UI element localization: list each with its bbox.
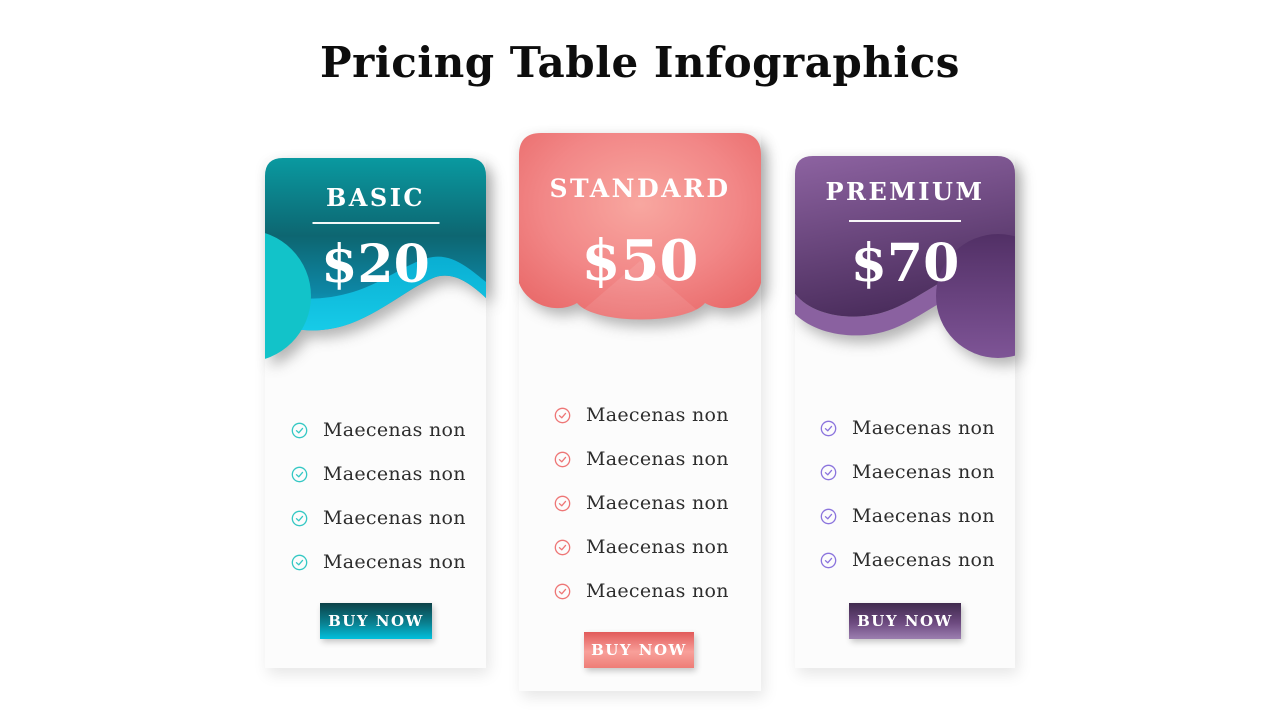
plan-name: BASIC <box>325 183 426 212</box>
check-circle-icon <box>820 508 837 525</box>
feature-item: Maecenas non <box>554 437 796 481</box>
feature-item: Maecenas non <box>554 569 796 613</box>
header-main-shape <box>265 158 486 331</box>
feature-item: Maecenas non <box>554 525 796 569</box>
plan-name: STANDARD <box>549 174 731 203</box>
header-main-shape <box>519 133 761 320</box>
check-circle-icon <box>820 552 837 569</box>
buy-now-button-basic[interactable]: BUY NOW <box>320 603 432 639</box>
feature-label: Maecenas non <box>586 448 729 470</box>
check-circle-icon <box>291 466 308 483</box>
feature-label: Maecenas non <box>586 580 729 602</box>
feature-item: Maecenas non <box>291 496 512 540</box>
feature-label: Maecenas non <box>586 492 729 514</box>
feature-label: Maecenas non <box>852 417 995 439</box>
feature-item: Maecenas non <box>820 494 1040 538</box>
header-mountain-overlay <box>561 261 719 320</box>
header-wave-graphic-standard <box>519 133 761 320</box>
header-main-shape <box>795 156 1015 317</box>
feature-label: Maecenas non <box>586 404 729 426</box>
header-wave-band <box>265 256 486 331</box>
feature-label: Maecenas non <box>323 419 466 441</box>
plan-divider <box>312 222 439 224</box>
check-circle-icon <box>554 451 571 468</box>
feature-list: Maecenas non Maecenas non Maecenas non M… <box>265 408 512 584</box>
feature-label: Maecenas non <box>323 507 466 529</box>
buy-now-button-standard[interactable]: BUY NOW <box>584 632 694 668</box>
card-header-standard: STANDARD $50 <box>519 133 761 331</box>
feature-label: Maecenas non <box>852 505 995 527</box>
pricing-card-premium: PREMIUM $70 Maecenas non Maecenas non <box>795 156 1015 668</box>
check-circle-icon <box>554 583 571 600</box>
feature-item: Maecenas non <box>291 540 512 584</box>
feature-label: Maecenas non <box>323 551 466 573</box>
header-wave-graphic-premium <box>795 156 1015 358</box>
check-circle-icon <box>820 464 837 481</box>
accent-circle <box>265 233 311 359</box>
card-header-premium: PREMIUM $70 <box>795 156 1015 368</box>
feature-item: Maecenas non <box>820 406 1040 450</box>
feature-item: Maecenas non <box>820 450 1040 494</box>
accent-circle <box>936 234 1015 358</box>
plan-price: $20 <box>321 234 430 295</box>
header-wave-graphic-basic <box>265 158 486 359</box>
feature-item: Maecenas non <box>820 538 1040 582</box>
buy-now-button-premium[interactable]: BUY NOW <box>849 603 961 639</box>
feature-item: Maecenas non <box>291 408 512 452</box>
plan-price: $70 <box>850 233 960 294</box>
feature-item: Maecenas non <box>554 393 796 437</box>
plan-name: PREMIUM <box>825 177 985 206</box>
feature-list: Maecenas non Maecenas non Maecenas non M… <box>795 406 1040 582</box>
feature-label: Maecenas non <box>323 463 466 485</box>
plan-price: $50 <box>581 228 699 294</box>
feature-label: Maecenas non <box>852 549 995 571</box>
page-title: Pricing Table Infographics <box>320 38 960 87</box>
feature-list: Maecenas non Maecenas non Maecenas non M… <box>519 393 796 613</box>
feature-item: Maecenas non <box>554 481 796 525</box>
check-circle-icon <box>554 407 571 424</box>
plan-divider <box>849 220 961 222</box>
pricing-card-standard: STANDARD $50 Maecenas non Maecenas non <box>519 133 761 691</box>
check-circle-icon <box>291 510 308 527</box>
pricing-card-basic: BASIC $20 Maecenas non Maecenas non <box>265 158 486 668</box>
check-circle-icon <box>820 420 837 437</box>
feature-item: Maecenas non <box>291 452 512 496</box>
feature-label: Maecenas non <box>852 461 995 483</box>
check-circle-icon <box>291 422 308 439</box>
card-header-basic: BASIC $20 <box>265 158 486 368</box>
check-circle-icon <box>554 539 571 556</box>
check-circle-icon <box>291 554 308 571</box>
check-circle-icon <box>554 495 571 512</box>
feature-label: Maecenas non <box>586 536 729 558</box>
